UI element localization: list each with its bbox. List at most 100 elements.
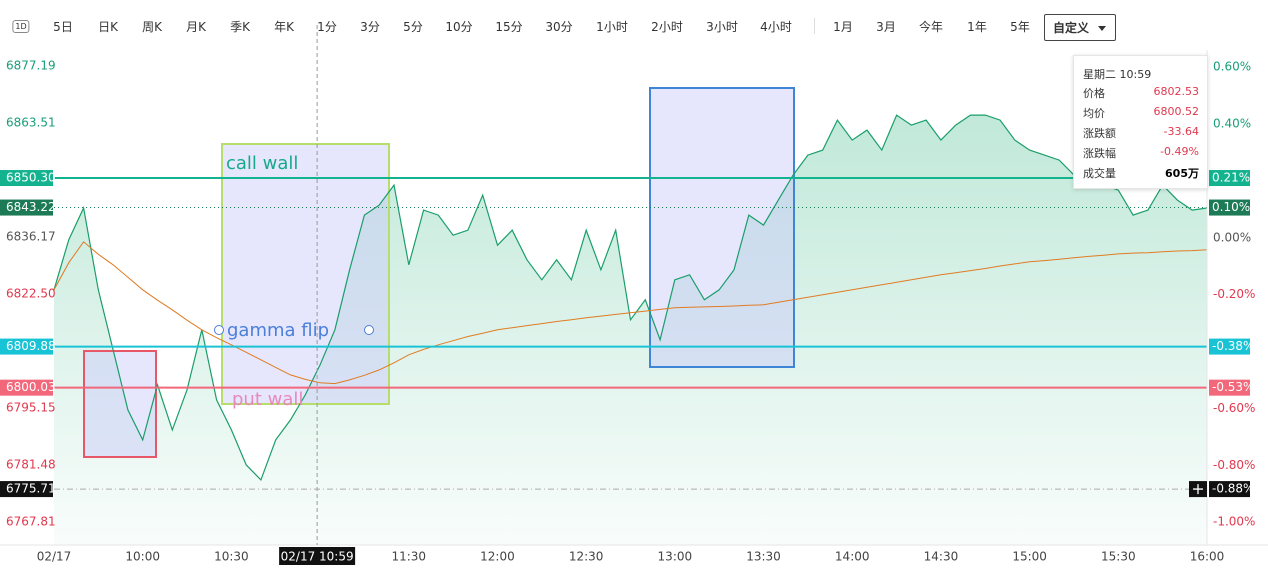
toolbar-button[interactable]: 1分	[317, 20, 337, 34]
y-tick-label: 6836.17	[6, 229, 56, 243]
level-label-bg	[0, 379, 53, 396]
x-tick-label: 15:30	[1101, 550, 1136, 564]
level-pct-bg	[1209, 338, 1250, 355]
price-area	[54, 115, 1207, 545]
level-pct-label: 0.21%	[1212, 171, 1250, 185]
toolbar-button[interactable]: 4小时	[760, 20, 792, 34]
tooltip-label: 涨跌额	[1083, 127, 1116, 140]
toolbar: 1D 5日 日K 周K 月K 季K 年K 1分 3分 5分 10分 15分 30分 1小时 2小时 3小时 4小…	[0, 0, 1268, 50]
tooltip-title: 星期二 10:59	[1083, 68, 1152, 81]
level-pct-bg	[1209, 170, 1250, 187]
toolbar-button[interactable]: 3小时	[706, 20, 738, 34]
crosshair-y-bg	[0, 481, 53, 498]
toolbar-button[interactable]: 今年	[918, 20, 944, 34]
x-tick-label: 02/17	[37, 550, 72, 564]
y-tick-label: 6767.81	[6, 515, 56, 529]
toolbar-button[interactable]: 3月	[876, 20, 896, 34]
toolbar-button[interactable]: 5日	[53, 20, 73, 34]
toolbar-button[interactable]: 月K	[186, 20, 206, 34]
toolbar-button[interactable]: 季K	[230, 20, 250, 34]
x-tick-label: 12:30	[569, 550, 604, 564]
y2-tick-label: 0.00%	[1213, 230, 1251, 244]
y-tick-label: 6877.19	[6, 58, 56, 72]
x-tick-label: 10:30	[214, 550, 249, 564]
level-label: 6809.88	[6, 339, 56, 353]
anchor-dot	[364, 325, 374, 335]
y2-tick-label: 0.60%	[1213, 60, 1251, 74]
toolbar-button[interactable]: 自定义	[1043, 14, 1117, 41]
level-pct-bg	[1209, 199, 1250, 216]
toolbar-button[interactable]: 3分	[360, 20, 380, 34]
x-tick-label: 10:00	[125, 550, 160, 564]
toolbar-button[interactable]: 15分	[495, 20, 523, 34]
tooltip-value: 6802.53	[1153, 85, 1200, 98]
tooltip: 星期二 10:59 价格 6802.53 均价 6800.52 涨跌额 -33.64 涨跌幅…	[1073, 55, 1208, 189]
tooltip-value: 605万	[1165, 167, 1199, 180]
toolbar-button[interactable]: 年K	[274, 20, 294, 34]
y2-tick-label: 0.40%	[1213, 116, 1251, 130]
tooltip-row: 均价 6800.52	[1083, 105, 1200, 120]
tooltip-label: 涨跌幅	[1083, 147, 1116, 160]
annotation-box	[83, 350, 157, 458]
x-tick-label: 12:00	[480, 550, 515, 564]
y2-tick-label: -0.20%	[1213, 287, 1255, 301]
toolbar-button[interactable]: 1年	[967, 20, 987, 34]
y-tick-label: 6822.50	[6, 286, 56, 300]
toolbar-button[interactable]: 5年	[1010, 20, 1030, 34]
x-tick-label: 14:30	[924, 550, 959, 564]
crosshair-x-bg	[279, 547, 356, 565]
x-tick-label: 13:30	[746, 550, 781, 564]
annotation-text: gamma flip	[227, 320, 329, 341]
tooltip-row: 涨跌幅 -0.49%	[1083, 145, 1199, 160]
toolbar-button[interactable]: 2小时	[651, 20, 683, 34]
x-tick-label: 13:00	[658, 550, 693, 564]
x-tick-label: 14:00	[835, 550, 870, 564]
tooltip-label: 均价	[1083, 107, 1105, 120]
toolbar-button[interactable]: 30分	[545, 20, 573, 34]
tooltip-row: 涨跌额 -33.64	[1083, 125, 1199, 140]
tooltip-label: 价格	[1083, 87, 1105, 100]
y2-tick-label: -0.80%	[1213, 458, 1255, 472]
separator	[814, 18, 815, 34]
level-pct-label: -0.38%	[1212, 339, 1254, 353]
tooltip-value: 6800.52	[1153, 105, 1200, 118]
toolbar-button[interactable]: 1D	[12, 20, 30, 33]
level-label-bg	[0, 170, 53, 187]
tooltip-value: -33.64	[1163, 125, 1199, 138]
anchor-dot	[214, 325, 224, 335]
tooltip-row: 价格 6802.53	[1083, 85, 1200, 100]
x-tick-label: 11:30	[391, 550, 426, 564]
toolbar-button[interactable]: 5分	[403, 20, 423, 34]
toolbar-button[interactable]: 1月	[833, 20, 853, 34]
crosshair-y-label: 6775.71	[6, 482, 56, 496]
annotation-box	[649, 87, 795, 368]
y-tick-label: 6863.51	[6, 115, 56, 129]
crosshair-plus	[1193, 484, 1203, 495]
annotation-box	[221, 143, 390, 405]
level-pct-label: 0.10%	[1212, 200, 1250, 214]
tooltip-label: 成交量	[1083, 167, 1116, 180]
x-tick-label: 16:00	[1190, 550, 1225, 564]
annotation-text: call wall	[226, 153, 298, 174]
crosshair-y2-label: -0.88%	[1212, 482, 1254, 496]
level-label-bg	[0, 338, 53, 355]
y-tick-label: 6781.48	[6, 458, 56, 472]
y-tick-label: 6795.15	[6, 401, 56, 415]
toolbar-button[interactable]: 1小时	[596, 20, 628, 34]
y2-tick-label: -1.00%	[1213, 515, 1255, 529]
level-label: 6800.03	[6, 380, 56, 394]
tooltip-value: -0.49%	[1160, 145, 1199, 158]
level-label: 6850.30	[6, 171, 56, 185]
toolbar-button[interactable]: 日K	[98, 20, 118, 34]
crosshair-y2-bg	[1209, 481, 1250, 498]
toolbar-button[interactable]: 10分	[445, 20, 473, 34]
crosshair-x-label: 02/17 10:59	[281, 550, 354, 564]
y2-tick-label: -0.60%	[1213, 401, 1255, 415]
tooltip-row: 成交量 605万	[1083, 165, 1199, 180]
toolbar-button[interactable]: 周K	[142, 20, 162, 34]
price-line	[53, 114, 1208, 481]
annotation-text: put wall	[232, 389, 303, 410]
level-pct-label: -0.53%	[1212, 380, 1254, 394]
